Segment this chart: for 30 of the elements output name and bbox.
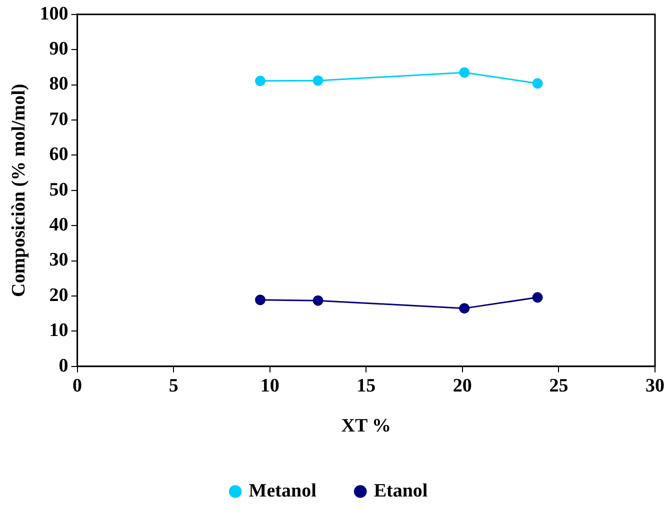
x-tick-label: 20 (452, 376, 472, 397)
y-tick-label: 50 (49, 179, 68, 200)
y-tick-label: 80 (49, 74, 68, 95)
y-tick-label: 0 (58, 355, 68, 376)
point (459, 303, 470, 314)
point (254, 76, 266, 86)
y-tick-label: 60 (49, 144, 68, 166)
y-tick-label: 40 (49, 214, 68, 236)
x-tick-label: 10 (260, 376, 280, 397)
x-axis-title: XT % (341, 416, 392, 437)
point (532, 292, 543, 303)
x-tick-label: 15 (356, 376, 376, 397)
y-tick-label: 100 (40, 3, 68, 24)
x-tick-label: 5 (168, 376, 178, 397)
point (254, 294, 266, 306)
legend-label: Etanol (374, 480, 428, 502)
y-tick-label: 10 (49, 320, 68, 342)
y-tick-label: 30 (49, 250, 68, 271)
point (459, 67, 470, 78)
y-tick-label: 90 (49, 38, 68, 60)
x-tick-label: 30 (646, 376, 664, 397)
x-tick-label: 25 (549, 376, 568, 397)
y-tick-label: 20 (49, 284, 68, 306)
x-tick-label: 0 (72, 376, 82, 397)
point (532, 78, 543, 89)
y-tick-label: 70 (49, 108, 68, 130)
point (312, 75, 324, 86)
point (312, 295, 324, 306)
legend-label: Metanol (248, 480, 316, 502)
y-axis-title: Composiciòn (% mol/mol) (8, 84, 30, 298)
